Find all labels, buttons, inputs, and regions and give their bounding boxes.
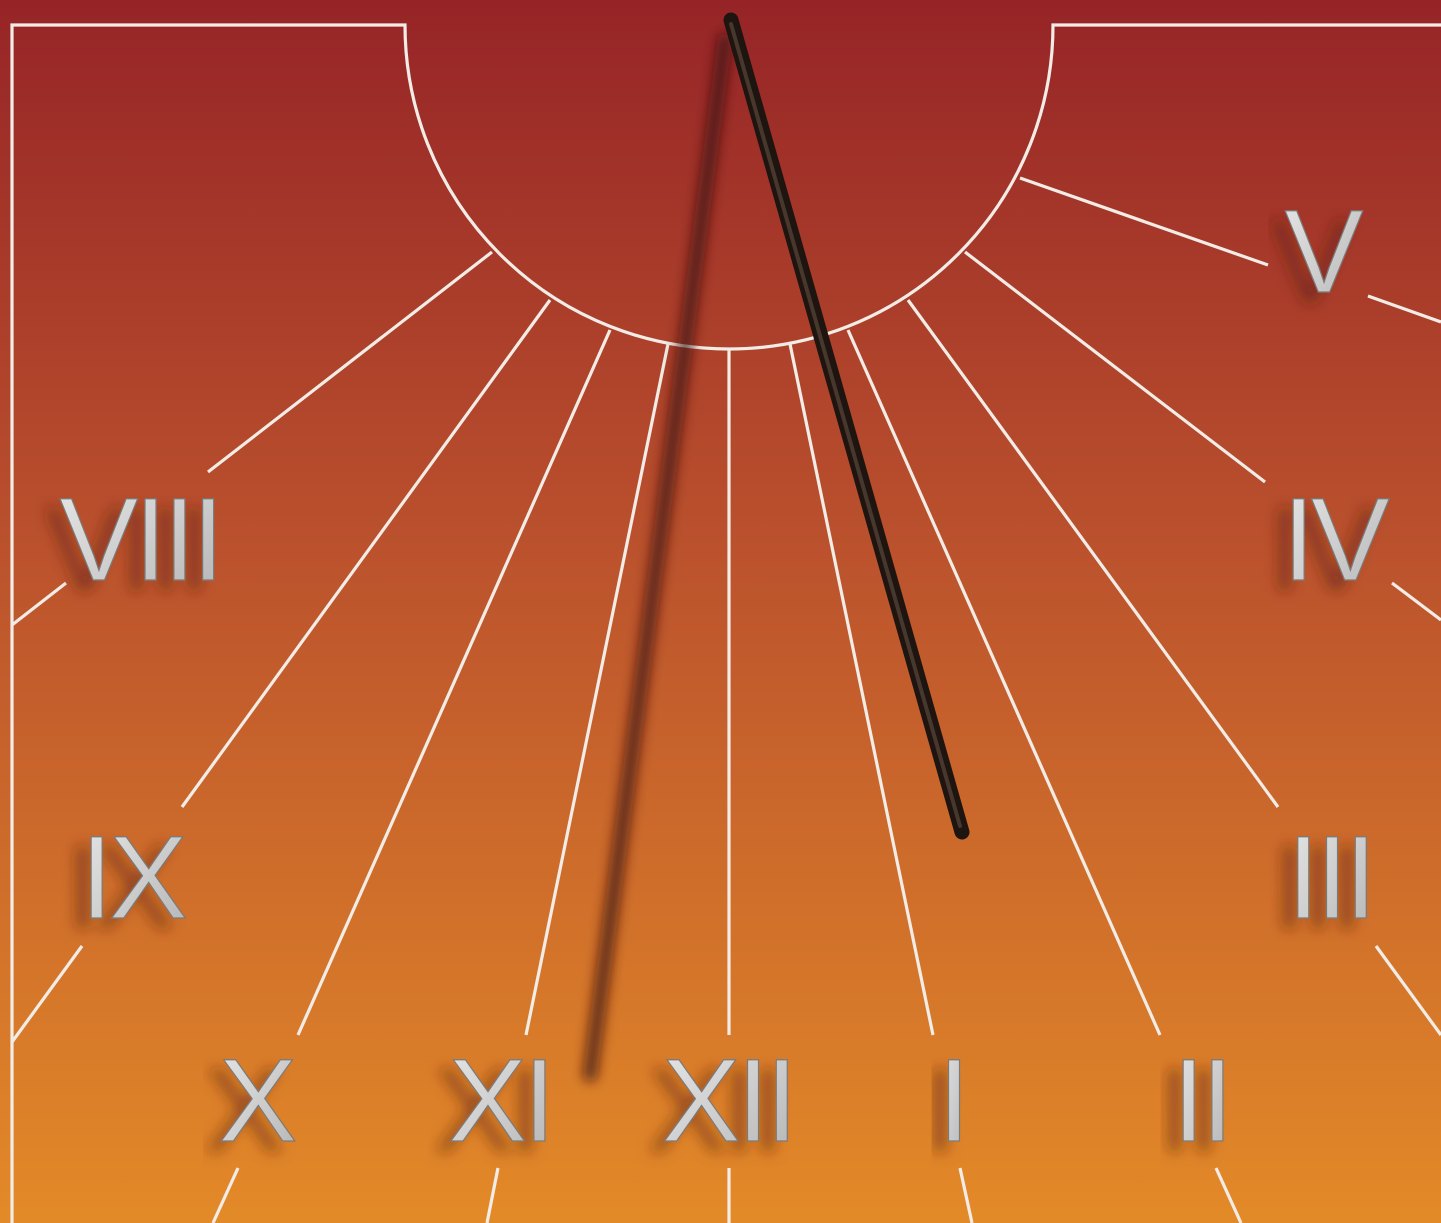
hour-line-v-outer [1367,294,1441,324]
hour-label-xi: XI [448,1035,552,1167]
hour-lines [10,176,1441,1223]
hour-line-iv-outer [1391,581,1441,622]
hour-line-v [1019,176,1269,267]
hour-label-ii: II [1172,1035,1230,1167]
hour-label-viii: VIII [59,474,220,606]
hour-line-i-outer [958,1167,974,1223]
hour-label-i: I [938,1035,967,1167]
hour-label-xii: XII [662,1035,794,1167]
hour-line-x-outer [211,1167,240,1223]
hour-line-i [788,343,935,1036]
hour-line-ii-outer [1214,1167,1243,1223]
hour-label-v: V [1285,186,1364,318]
hour-line-viii-outer [11,581,67,627]
hour-line-ix [180,299,552,808]
hour-line-xi [524,343,670,1036]
gnomon-highlight [729,22,962,828]
gnomon-shadow [583,33,732,1082]
hour-label-x: X [219,1035,296,1167]
hour-line-x [296,329,612,1036]
dial-border [10,23,1441,1223]
hour-label-iv: IV [1282,474,1390,606]
hour-line-iii-outer [1374,945,1441,1036]
hour-line-xi-outer [485,1167,500,1223]
hour-label-ix: IX [80,812,186,944]
hour-line-iii [906,299,1280,808]
hour-line-ii [846,329,1162,1036]
hour-line-iv [964,250,1266,484]
hour-labels: VIII IX X XI XII I II III IV V [59,185,1395,1167]
hour-label-iii: III [1287,812,1373,944]
hour-line-viii [207,250,493,474]
hour-line-ix-outer [10,945,84,1043]
